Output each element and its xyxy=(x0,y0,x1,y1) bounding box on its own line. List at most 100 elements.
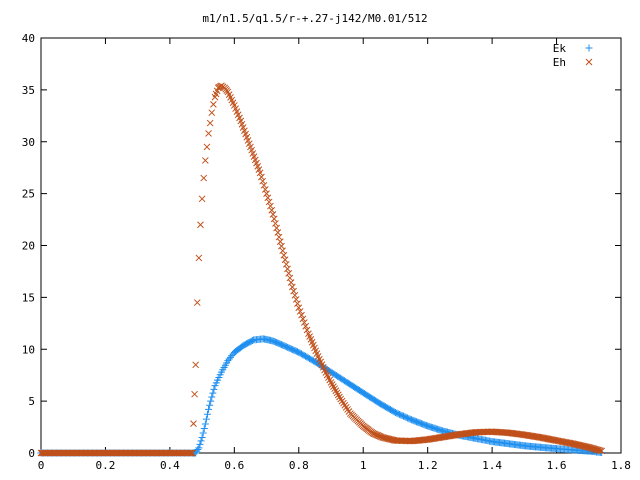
series-eh xyxy=(37,82,606,457)
y-tick-label: 35 xyxy=(22,84,35,97)
data-point xyxy=(332,387,340,395)
x-tick-label: 0.6 xyxy=(224,459,244,472)
y-tick-label: 15 xyxy=(22,291,35,304)
x-tick-label: 1.6 xyxy=(547,459,567,472)
data-point xyxy=(287,279,295,286)
data-point xyxy=(558,438,566,445)
data-point xyxy=(386,435,394,443)
data-point xyxy=(186,449,194,457)
data-point xyxy=(205,130,212,137)
data-point xyxy=(194,446,202,454)
data-point xyxy=(597,447,604,454)
data-point xyxy=(269,211,277,218)
x-tick-label: 1.8 xyxy=(611,459,631,472)
data-point xyxy=(207,397,215,405)
data-point xyxy=(555,437,563,445)
data-point xyxy=(278,242,285,250)
data-point xyxy=(208,109,216,117)
y-tick-label: 40 xyxy=(22,32,35,45)
data-point xyxy=(557,437,564,445)
data-point xyxy=(199,429,207,437)
data-point xyxy=(281,256,289,264)
x-tick-label: 0.2 xyxy=(96,459,116,472)
legend-label: Ek xyxy=(553,42,567,55)
data-point xyxy=(195,444,203,452)
data-point xyxy=(279,247,287,255)
data-point xyxy=(295,304,303,312)
data-point xyxy=(195,254,203,262)
axis-tick-labels: 0 0.2 0.4 0.6 0.8 1 1.2 1.4 1.6 1.8 0 5 10 15 20 25 30 35… xyxy=(22,32,631,472)
x-tick-label: 0.4 xyxy=(160,459,180,472)
data-point xyxy=(200,174,208,182)
data-point xyxy=(206,119,214,127)
data-point xyxy=(294,300,301,307)
data-point xyxy=(291,291,299,299)
legend-marker xyxy=(585,58,593,66)
data-point xyxy=(275,233,283,241)
data-point xyxy=(384,435,392,443)
legend-marker xyxy=(585,44,593,52)
data-point xyxy=(300,319,308,326)
data-point xyxy=(210,385,218,393)
chart-title: m1/n1.5/q1.5/r-+.27-j142/M0.01/512 xyxy=(202,12,427,25)
data-point xyxy=(566,439,574,447)
data-point xyxy=(333,389,341,397)
data-point xyxy=(327,379,335,386)
data-point xyxy=(554,437,562,445)
x-tick-label: 1 xyxy=(360,459,367,472)
data-point xyxy=(200,424,208,432)
y-tick-label: 30 xyxy=(22,136,35,149)
data-point xyxy=(292,296,300,303)
data-point xyxy=(198,195,206,203)
data-point xyxy=(282,260,290,268)
x-tick-label: 0.8 xyxy=(289,459,309,472)
series-layer xyxy=(37,82,606,457)
data-point xyxy=(559,438,567,446)
data-point xyxy=(193,299,201,306)
data-point xyxy=(584,443,591,451)
data-point xyxy=(197,437,205,445)
data-point xyxy=(267,202,274,210)
data-point xyxy=(203,143,211,151)
data-point xyxy=(201,157,209,164)
data-point xyxy=(208,393,216,401)
data-point xyxy=(274,229,282,236)
data-point xyxy=(388,436,395,443)
data-point xyxy=(203,410,211,418)
y-tick-label: 0 xyxy=(28,447,35,460)
y-tick-label: 5 xyxy=(28,395,35,408)
y-tick-label: 10 xyxy=(22,343,35,356)
data-point xyxy=(298,311,305,319)
data-point xyxy=(268,206,276,214)
axis-ticks xyxy=(40,37,622,454)
data-point xyxy=(331,385,338,393)
data-point xyxy=(563,439,571,446)
data-point xyxy=(284,265,291,273)
data-point xyxy=(383,435,390,442)
data-point xyxy=(189,449,196,457)
x-tick-label: 1.2 xyxy=(418,459,438,472)
data-point xyxy=(290,287,297,295)
data-point xyxy=(328,381,336,388)
data-point xyxy=(191,390,198,398)
data-point xyxy=(196,440,204,448)
x-tick-label: 1.4 xyxy=(482,459,502,472)
data-point xyxy=(265,198,273,206)
data-point xyxy=(190,420,197,427)
data-point xyxy=(263,190,270,197)
legend-label: Eh xyxy=(553,56,566,69)
data-point xyxy=(380,434,388,442)
data-point xyxy=(261,186,269,193)
data-point xyxy=(258,173,265,181)
data-point xyxy=(201,420,209,428)
data-point xyxy=(598,447,606,455)
data-point xyxy=(270,215,278,223)
data-point xyxy=(296,308,304,315)
data-point xyxy=(198,433,206,441)
series-ek xyxy=(37,335,606,457)
data-point xyxy=(381,434,389,442)
data-point xyxy=(330,383,337,390)
data-point xyxy=(256,169,264,177)
